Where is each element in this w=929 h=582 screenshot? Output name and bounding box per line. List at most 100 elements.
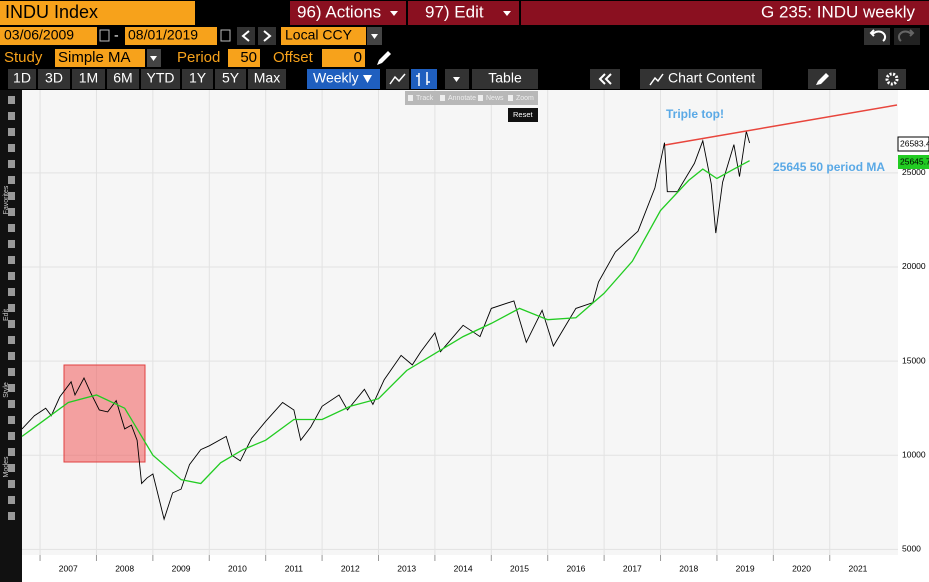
end-date-field[interactable] bbox=[125, 27, 217, 45]
pencil-icon[interactable] bbox=[377, 51, 391, 65]
bar-tool[interactable] bbox=[411, 69, 437, 89]
study-field[interactable] bbox=[55, 49, 145, 67]
side-label: Edit bbox=[3, 309, 10, 321]
popup-item[interactable]: Annotate bbox=[448, 95, 476, 102]
range-button[interactable] bbox=[72, 69, 105, 89]
offset: 0 bbox=[354, 49, 362, 66]
tool-icon[interactable] bbox=[8, 448, 15, 456]
next-button[interactable] bbox=[258, 27, 276, 45]
study-type: Simple MA bbox=[58, 49, 131, 66]
x-tick-label: 2012 bbox=[341, 563, 360, 573]
y-tick-label: 25000 bbox=[902, 167, 926, 177]
settings-icon bbox=[885, 72, 899, 86]
tool-icon[interactable] bbox=[8, 400, 15, 408]
x-tick-label: 2016 bbox=[566, 563, 585, 573]
calendar-icon[interactable] bbox=[220, 29, 231, 42]
tool-icon[interactable] bbox=[8, 144, 15, 152]
tool-icon[interactable] bbox=[8, 208, 15, 216]
tool-icon[interactable] bbox=[8, 512, 15, 520]
trend-line bbox=[664, 104, 898, 146]
tool-icon[interactable] bbox=[8, 416, 15, 424]
range-button[interactable] bbox=[141, 69, 180, 89]
offset-field[interactable] bbox=[322, 49, 365, 67]
tool-icon[interactable] bbox=[8, 192, 15, 200]
tool-icon[interactable] bbox=[8, 256, 15, 264]
menu-bar bbox=[290, 1, 929, 25]
redo-icon bbox=[897, 29, 915, 42]
tool-icon[interactable] bbox=[8, 496, 15, 504]
tool-icon[interactable] bbox=[8, 288, 15, 296]
popup-item[interactable]: News bbox=[486, 95, 504, 102]
range-label: 6M bbox=[113, 70, 132, 86]
table-button[interactable] bbox=[472, 69, 538, 89]
currency-field[interactable] bbox=[281, 27, 366, 45]
ticker-field[interactable] bbox=[0, 1, 195, 25]
ma-tag-label: 25645.72 bbox=[900, 156, 929, 166]
bar-icon bbox=[416, 72, 430, 86]
tool-icon[interactable] bbox=[8, 112, 15, 120]
chart-content-button[interactable] bbox=[640, 69, 762, 89]
edit-menu[interactable]: 97) Edit bbox=[425, 2, 484, 21]
dropdown-icon bbox=[390, 11, 398, 16]
settings-button[interactable] bbox=[878, 69, 906, 89]
x-tick-label: 2011 bbox=[285, 563, 304, 573]
x-tick-label: 2017 bbox=[623, 563, 642, 573]
prev-button[interactable] bbox=[237, 27, 255, 45]
period-field[interactable] bbox=[228, 49, 260, 67]
range-button[interactable] bbox=[107, 69, 139, 89]
tool-icon[interactable] bbox=[8, 96, 15, 104]
undo-button[interactable] bbox=[864, 28, 890, 45]
tool-icon[interactable] bbox=[8, 128, 15, 136]
reset-button[interactable] bbox=[508, 108, 538, 122]
x-tick-label: 2014 bbox=[454, 563, 473, 573]
series-line bbox=[21, 131, 751, 521]
start-date-field[interactable] bbox=[0, 27, 97, 45]
x-tick-label: 2015 bbox=[510, 563, 529, 573]
tool-icon[interactable] bbox=[8, 432, 15, 440]
grid: 5000 10000 15000 20000 25000 2007 2008 2009 2010… bbox=[22, 90, 926, 573]
x-tick-label: 2018 bbox=[679, 563, 698, 573]
range-button[interactable] bbox=[8, 69, 36, 89]
tool-icon[interactable] bbox=[8, 384, 15, 392]
tool-icon[interactable] bbox=[8, 352, 15, 360]
range-button[interactable] bbox=[182, 69, 213, 89]
side-icons: Favorites Edit Style Modes bbox=[3, 96, 15, 520]
tool-icon[interactable] bbox=[8, 176, 15, 184]
tool-icon[interactable] bbox=[8, 368, 15, 376]
redo-button[interactable] bbox=[894, 28, 920, 45]
x-tick-label: 2021 bbox=[848, 563, 867, 573]
range-button[interactable] bbox=[38, 69, 70, 89]
tool-icon[interactable] bbox=[8, 304, 15, 312]
x-tick-label: 2013 bbox=[397, 563, 416, 573]
collapse-icon bbox=[598, 73, 612, 85]
tool-icon[interactable] bbox=[8, 336, 15, 344]
tool-icon[interactable] bbox=[8, 240, 15, 248]
range-button[interactable] bbox=[215, 69, 246, 89]
line-icon bbox=[389, 73, 406, 85]
tool-icon[interactable] bbox=[8, 160, 15, 168]
tool-icon[interactable] bbox=[8, 480, 15, 488]
highlight-box bbox=[63, 364, 146, 463]
dropdown-icon bbox=[453, 77, 460, 82]
actions-menu[interactable]: 96) Actions bbox=[297, 2, 381, 21]
calendar-icon[interactable] bbox=[99, 29, 110, 42]
x-tick-label: 2019 bbox=[736, 563, 755, 573]
tool-icon[interactable] bbox=[8, 224, 15, 232]
tool-icon[interactable] bbox=[8, 272, 15, 280]
popup-items: Track Annotate News Zoom bbox=[408, 95, 534, 102]
x-tick-label: 2010 bbox=[228, 563, 247, 573]
chart-content-label: Chart Content bbox=[668, 70, 755, 86]
y-tick-label: 5000 bbox=[902, 544, 921, 554]
frequency-button[interactable] bbox=[307, 69, 380, 89]
popup-item[interactable]: Track bbox=[416, 95, 434, 102]
dropdown-icon bbox=[363, 75, 372, 83]
y-tick-label: 10000 bbox=[902, 449, 926, 459]
popup-item[interactable]: Zoom bbox=[516, 95, 534, 102]
range-button[interactable] bbox=[248, 69, 286, 89]
plot-area bbox=[22, 90, 898, 555]
range-label: Max bbox=[254, 70, 280, 86]
table-label: Table bbox=[488, 70, 522, 86]
tool-icon[interactable] bbox=[8, 464, 15, 472]
tool-icon[interactable] bbox=[8, 320, 15, 328]
